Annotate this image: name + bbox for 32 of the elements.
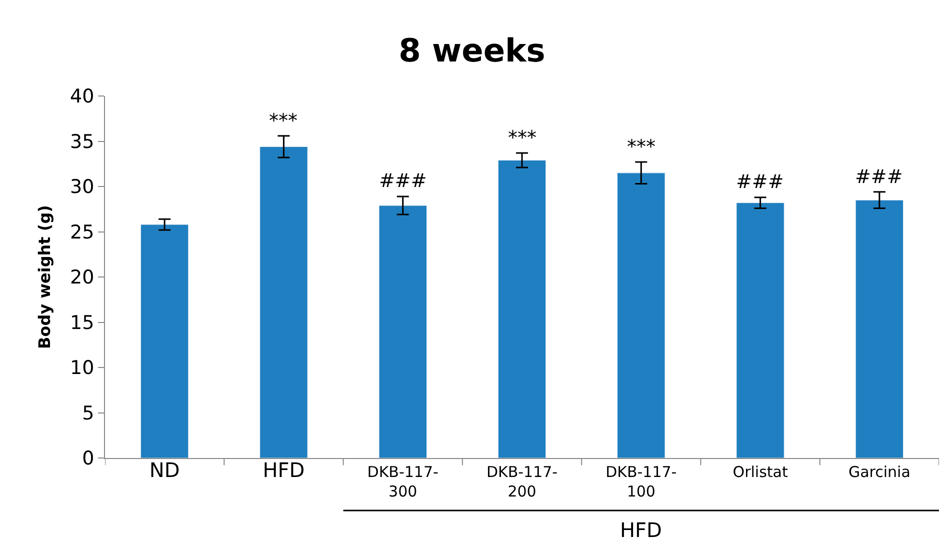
annotation: *** bbox=[627, 136, 656, 158]
bar bbox=[260, 146, 308, 458]
y-tick-label: 0 bbox=[82, 448, 94, 470]
y-tick-label: 15 bbox=[70, 312, 94, 334]
annotation: ### bbox=[379, 170, 427, 192]
x-tick-label: HFD bbox=[262, 458, 305, 482]
y-tick-label: 10 bbox=[70, 357, 94, 380]
bar bbox=[140, 224, 189, 458]
bar bbox=[736, 202, 784, 458]
x-tick-label: DKB-117-300 bbox=[367, 463, 438, 500]
annotation: ### bbox=[736, 171, 784, 193]
y-axis-title: Body weight (g) bbox=[34, 205, 54, 349]
bar bbox=[855, 200, 904, 458]
x-tick-label: ND bbox=[149, 458, 180, 482]
x-tick-label: DKB-117-200 bbox=[486, 463, 558, 500]
y-tick-label: 40 bbox=[70, 86, 94, 108]
x-tick-label: DKB-117-100 bbox=[606, 463, 677, 500]
annotation: *** bbox=[508, 127, 536, 149]
annotation: *** bbox=[269, 110, 298, 132]
bar bbox=[498, 160, 546, 458]
chart-title: 8 weeks bbox=[398, 31, 546, 70]
y-tick-label: 30 bbox=[70, 176, 94, 198]
x-tick-label: Garcinia bbox=[848, 463, 910, 481]
x-tick-label: Orlistat bbox=[732, 463, 788, 481]
bar bbox=[378, 205, 427, 458]
y-tick-label: 5 bbox=[82, 402, 94, 424]
y-tick-label: 35 bbox=[70, 130, 94, 153]
text: HFD bbox=[620, 518, 662, 542]
annotation: ### bbox=[855, 166, 903, 188]
y-tick-label: 20 bbox=[70, 266, 94, 289]
bar bbox=[617, 172, 666, 458]
y-tick-label: 25 bbox=[70, 221, 94, 244]
